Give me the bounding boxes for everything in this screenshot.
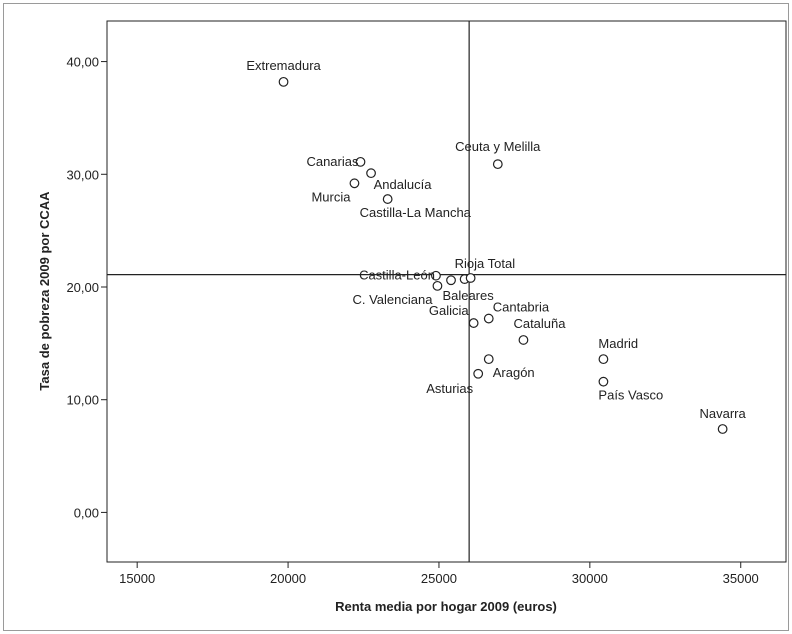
y-tick-label: 30,00 <box>66 167 99 182</box>
data-point <box>432 280 443 291</box>
y-tick-label: 20,00 <box>66 280 99 295</box>
point-label: Galicia <box>429 303 470 318</box>
data-point <box>349 178 360 189</box>
x-tick-label: 15000 <box>119 571 155 586</box>
point-label: Murcia <box>311 189 351 204</box>
point-label: País Vasco <box>598 388 663 403</box>
data-point <box>518 335 529 345</box>
point-label: Canarias <box>306 154 359 169</box>
data-point <box>465 273 476 283</box>
point-label: Baleares <box>442 288 494 303</box>
y-tick-label: 10,00 <box>66 393 99 408</box>
data-points <box>278 76 728 434</box>
data-point <box>355 156 366 167</box>
plot-area <box>106 20 787 563</box>
x-tick-label: 30000 <box>572 571 608 586</box>
point-labels: Extremadura Canarias Murcia Andalucía Castil… <box>246 58 746 421</box>
point-label: Extremadura <box>246 58 321 73</box>
data-point <box>446 275 456 286</box>
point-label: C. Valenciana <box>352 292 433 307</box>
data-point <box>492 159 503 170</box>
point-label: Madrid <box>598 336 638 351</box>
data-point <box>473 368 484 379</box>
data-point <box>483 313 494 324</box>
x-tick-label: 20000 <box>270 571 306 586</box>
data-point <box>366 168 376 179</box>
data-point <box>717 424 728 434</box>
x-tick-label: 25000 <box>421 571 457 586</box>
point-label: Castilla-La Mancha <box>360 205 472 220</box>
y-tick-label: 0,00 <box>74 505 99 520</box>
data-point <box>598 376 609 387</box>
data-point <box>278 76 289 87</box>
x-axis-title: Renta media por hogar 2009 (euros) <box>335 599 557 614</box>
data-point <box>483 354 494 365</box>
y-tick-label: 40,00 <box>66 55 99 70</box>
chart-frame <box>3 3 789 631</box>
point-label: Aragón <box>493 365 535 380</box>
point-label: Rioja Total <box>455 256 516 271</box>
x-tick-label: 35000 <box>723 571 759 586</box>
y-axis-ticks: 0,00 10,00 20,00 30,00 40,00 <box>66 55 107 520</box>
data-point <box>431 270 441 281</box>
point-label: Cataluña <box>513 316 566 331</box>
y-axis-title: Tasa de pobreza 2009 por CCAA <box>37 191 52 391</box>
point-label: Castilla-León <box>359 268 435 283</box>
x-axis-ticks: 15000 20000 25000 30000 35000 <box>119 562 759 586</box>
point-label: Cantabria <box>493 300 550 315</box>
data-point <box>468 318 479 328</box>
reference-lines <box>107 21 786 562</box>
data-point <box>382 194 393 204</box>
point-label: Navarra <box>700 406 747 421</box>
point-label: Ceuta y Melilla <box>455 139 541 154</box>
point-label: Andalucía <box>374 177 433 192</box>
data-point <box>598 354 609 365</box>
point-label: Asturias <box>426 381 473 396</box>
